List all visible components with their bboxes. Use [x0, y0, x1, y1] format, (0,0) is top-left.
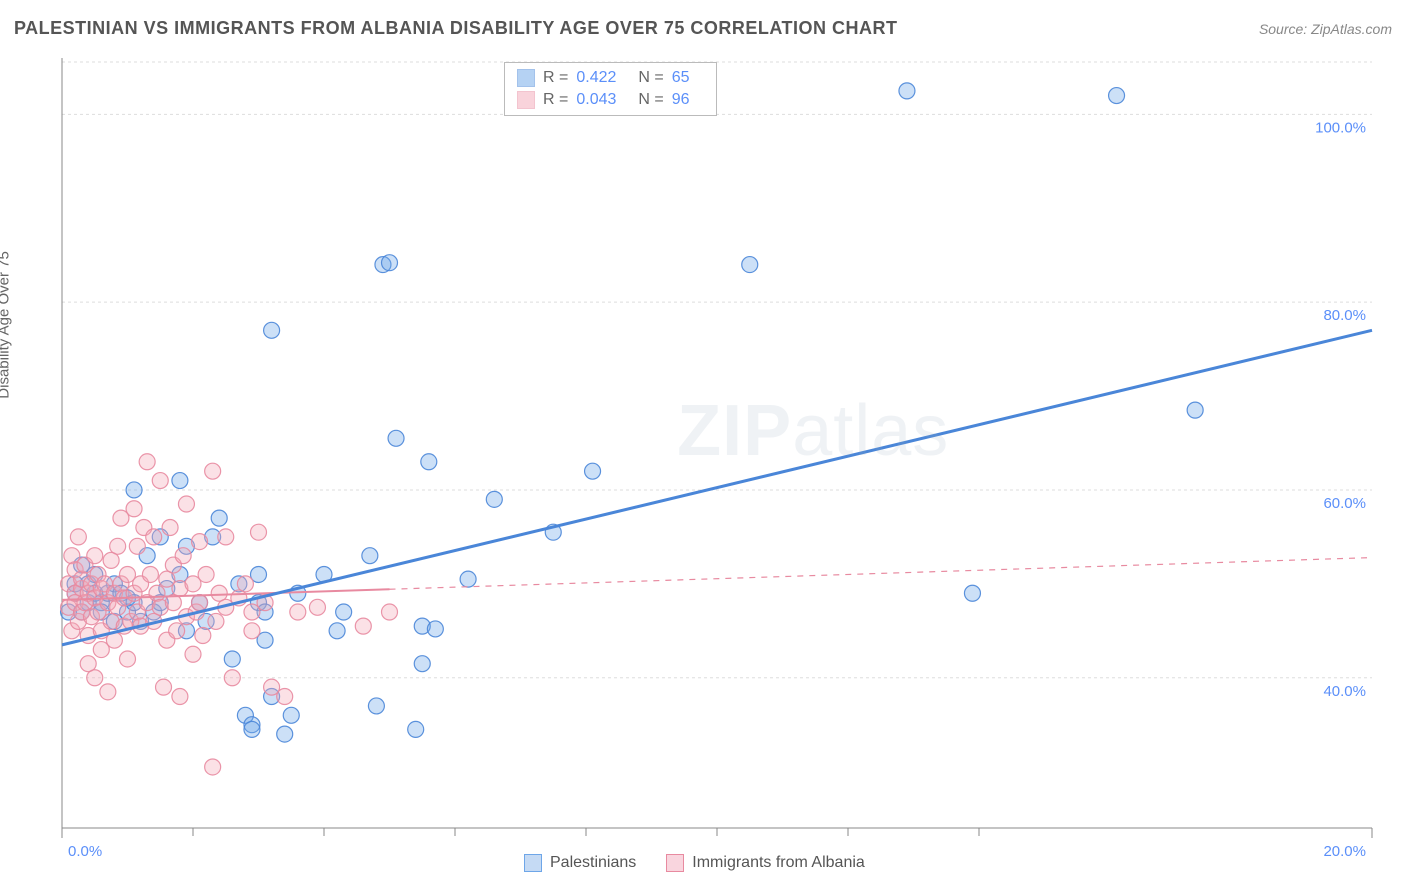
- data-point: [195, 628, 211, 644]
- chart-container: Disability Age Over 75 40.0%60.0%80.0%10…: [14, 50, 1392, 878]
- y-tick-label: 100.0%: [1315, 119, 1366, 136]
- data-point: [283, 707, 299, 723]
- x-tick-label: 0.0%: [68, 843, 102, 860]
- data-point: [414, 656, 430, 672]
- stats-legend-box: R =0.422N =65R =0.043N =96: [504, 62, 717, 116]
- source-attribution: Source: ZipAtlas.com: [1259, 21, 1392, 37]
- data-point: [172, 473, 188, 489]
- data-point: [142, 566, 158, 582]
- data-point: [169, 623, 185, 639]
- data-point: [192, 595, 208, 611]
- data-point: [178, 496, 194, 512]
- stats-row: R =0.043N =96: [505, 89, 716, 111]
- data-point: [205, 463, 221, 479]
- stats-row: R =0.422N =65: [505, 67, 716, 89]
- trend-line: [62, 330, 1372, 645]
- data-point: [175, 548, 191, 564]
- data-point: [964, 585, 980, 601]
- data-point: [368, 698, 384, 714]
- series-swatch: [517, 69, 535, 87]
- data-point: [87, 548, 103, 564]
- data-point: [110, 538, 126, 554]
- data-point: [460, 571, 476, 587]
- data-point: [146, 529, 162, 545]
- legend-item: Palestinians: [524, 854, 636, 872]
- data-point: [218, 529, 234, 545]
- data-point: [120, 651, 136, 667]
- data-point: [362, 548, 378, 564]
- data-point: [382, 255, 398, 271]
- data-point: [185, 646, 201, 662]
- data-point: [251, 524, 267, 540]
- data-point: [486, 491, 502, 507]
- y-tick-label: 60.0%: [1323, 495, 1366, 512]
- data-point: [139, 454, 155, 470]
- data-point: [172, 689, 188, 705]
- legend-swatch: [666, 854, 684, 872]
- data-point: [899, 83, 915, 99]
- y-axis-title: Disability Age Over 75: [0, 251, 13, 399]
- data-point: [192, 534, 208, 550]
- y-tick-label: 40.0%: [1323, 683, 1366, 700]
- data-point: [100, 684, 116, 700]
- data-point: [244, 721, 260, 737]
- trend-line-dashed: [390, 558, 1373, 590]
- data-point: [742, 257, 758, 273]
- legend-item: Immigrants from Albania: [666, 854, 865, 872]
- data-point: [237, 576, 253, 592]
- chart-title: PALESTINIAN VS IMMIGRANTS FROM ALBANIA D…: [14, 18, 898, 39]
- data-point: [1109, 88, 1125, 104]
- legend-label: Immigrants from Albania: [692, 854, 865, 872]
- data-point: [126, 482, 142, 498]
- data-point: [211, 510, 227, 526]
- data-point: [388, 430, 404, 446]
- legend-swatch: [524, 854, 542, 872]
- data-point: [208, 613, 224, 629]
- data-point: [87, 670, 103, 686]
- data-point: [277, 726, 293, 742]
- data-point: [329, 623, 345, 639]
- series-swatch: [517, 91, 535, 109]
- data-point: [382, 604, 398, 620]
- data-point: [205, 759, 221, 775]
- data-point: [162, 520, 178, 536]
- data-point: [1187, 402, 1203, 418]
- data-point: [355, 618, 371, 634]
- data-point: [309, 599, 325, 615]
- data-point: [421, 454, 437, 470]
- data-point: [126, 501, 142, 517]
- data-point: [277, 689, 293, 705]
- data-point: [149, 585, 165, 601]
- data-point: [198, 566, 214, 582]
- data-point: [70, 529, 86, 545]
- scatter-plot: 40.0% 60.0% 80.0% 100.0% 0.0% 20.0%: [14, 50, 1392, 878]
- data-point: [156, 679, 172, 695]
- data-point: [336, 604, 352, 620]
- data-point: [224, 670, 240, 686]
- data-point: [244, 623, 260, 639]
- data-point: [264, 322, 280, 338]
- data-point: [427, 621, 443, 637]
- bottom-legend: Palestinians Immigrants from Albania: [524, 854, 865, 872]
- data-point: [290, 604, 306, 620]
- y-tick-label: 80.0%: [1323, 307, 1366, 324]
- data-point: [152, 473, 168, 489]
- data-point: [129, 538, 145, 554]
- data-point: [408, 721, 424, 737]
- data-point: [224, 651, 240, 667]
- data-point: [585, 463, 601, 479]
- legend-label: Palestinians: [550, 854, 636, 872]
- x-tick-label: 20.0%: [1323, 843, 1366, 860]
